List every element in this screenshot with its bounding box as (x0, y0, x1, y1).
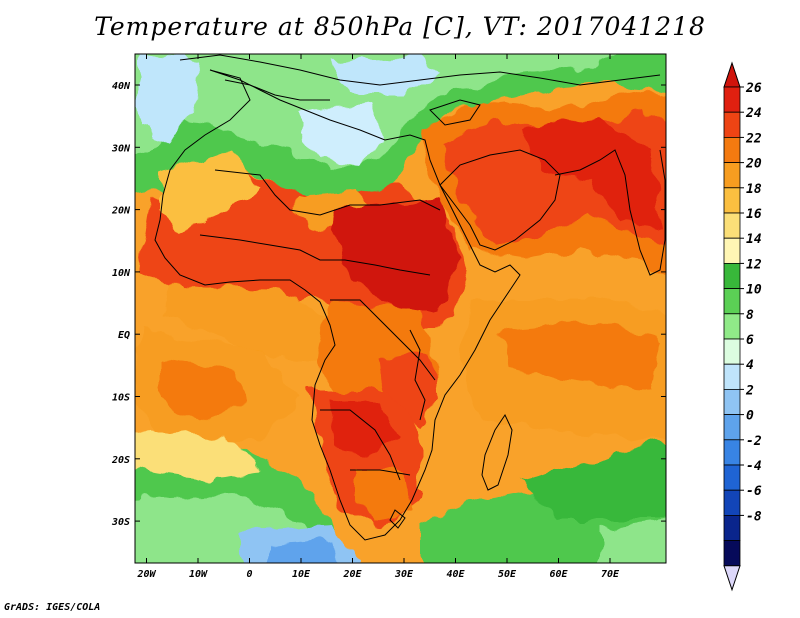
colorbar-swatch (723, 162, 741, 189)
temperature-field (135, 54, 666, 563)
colorbar-label: 18 (746, 182, 762, 197)
colorbar-label: 26 (745, 81, 762, 96)
colorbar-label: -4 (746, 459, 762, 474)
colorbar-swatch (723, 363, 741, 390)
colorbar-label: 10 (746, 283, 762, 298)
colorbar-label: 8 (746, 308, 754, 323)
colorbar-over-arrow (723, 61, 741, 88)
colorbar-swatch (723, 262, 741, 289)
lat-tick-label: 20N (111, 206, 131, 217)
colorbar-label: 2 (745, 383, 754, 398)
colorbar-label: 16 (746, 207, 762, 222)
colorbar-label: 6 (746, 333, 754, 348)
colorbar-swatch (723, 439, 741, 466)
colorbar-swatch (723, 288, 741, 315)
lat-tick-label: 30N (111, 143, 131, 154)
latitude-axis: 40N 30N 20N 10N EQ 10S 20S 30S (111, 81, 666, 528)
colorbar-label: -8 (746, 509, 762, 524)
lon-tick-label: 60E (549, 569, 568, 580)
colorbar-label: -6 (746, 484, 762, 499)
colorbar-label: 0 (746, 409, 754, 424)
lat-tick-label: 10S (112, 393, 130, 404)
colorbar-label: 4 (746, 358, 754, 373)
colorbar-swatch (723, 464, 741, 491)
colorbar-swatch (723, 86, 741, 113)
plot-frame (134, 53, 667, 564)
lon-tick-label: 20W (136, 569, 156, 580)
lon-tick-label: 30E (394, 569, 414, 580)
colorbar-swatch (723, 388, 741, 415)
lon-tick-label: 10E (292, 569, 311, 580)
colorbar-swatch (723, 540, 741, 567)
colorbar-label: 12 (746, 257, 762, 272)
lat-tick-label: 40N (112, 81, 131, 92)
colorbar-swatch (723, 136, 741, 163)
colorbar-label: 14 (746, 232, 762, 247)
lon-tick-label: 0 (246, 569, 252, 580)
lon-tick-label: 10W (189, 569, 208, 580)
coastlines (154, 54, 666, 541)
colorbar-label: 22 (745, 131, 762, 146)
colorbar-swatch (723, 414, 741, 441)
colorbar-label: 20 (745, 157, 762, 172)
lat-tick-label: EQ (118, 330, 130, 341)
colorbar-label: 24 (745, 106, 762, 121)
colorbar-label: -2 (746, 434, 762, 449)
lon-tick-label: 40E (446, 569, 465, 580)
grads-credit: GrADS: IGES/COLA (4, 602, 101, 613)
map-title: Temperature at 850hPa [C], VT: 201704121… (94, 12, 706, 41)
colorbar-swatch (723, 187, 741, 214)
colorbar-under-arrow (723, 565, 741, 592)
lat-tick-label: 10N (112, 268, 131, 279)
longitude-axis: 20W 10W 0 10E 20E 30E 40E 50E 60E 70E (136, 54, 620, 580)
colorbar-swatch (723, 515, 741, 542)
lon-tick-label: 20E (342, 569, 362, 580)
lat-tick-label: 20S (111, 455, 130, 466)
colorbar-swatch (723, 338, 741, 365)
lat-tick-label: 30S (111, 517, 130, 528)
lon-tick-label: 70E (601, 569, 620, 580)
lon-tick-label: 50E (498, 569, 517, 580)
colorbar-swatch (723, 489, 741, 516)
colorbar-swatch (723, 111, 741, 138)
colorbar-swatch (723, 237, 741, 264)
colorbar-swatch (723, 212, 741, 239)
colorbar-swatch (723, 313, 741, 340)
